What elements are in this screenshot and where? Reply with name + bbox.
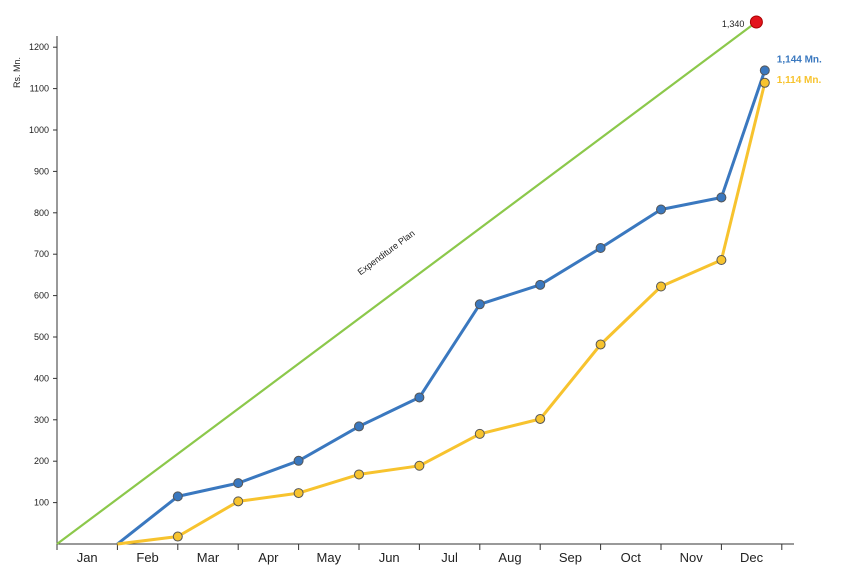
y-tick-label: 1000 bbox=[29, 125, 49, 135]
data-point bbox=[535, 279, 546, 290]
axes: 100 200 300 400 500 600 700 800 900 1000 1100 1200 J… bbox=[29, 36, 794, 565]
x-tick-label-jun: Jun bbox=[379, 550, 400, 565]
x-tick-label-jul: Jul bbox=[441, 550, 458, 565]
data-point bbox=[414, 392, 425, 403]
x-tick-label-sep: Sep bbox=[559, 550, 582, 565]
data-point bbox=[656, 281, 666, 292]
series-line bbox=[116, 69, 767, 546]
x-tick-label-aug: Aug bbox=[498, 550, 521, 565]
series-1: 1,144 Mn. bbox=[116, 54, 822, 546]
plan-layer: Expenditure Plan 1,340 bbox=[56, 15, 763, 545]
series-layer: 1,144 Mn. 1,114 Mn. bbox=[116, 54, 822, 546]
data-point bbox=[172, 491, 183, 502]
y-tick-label: 800 bbox=[34, 208, 49, 218]
y-tick-label: 1200 bbox=[29, 42, 49, 52]
data-point bbox=[474, 428, 485, 439]
series-line bbox=[117, 82, 767, 546]
plan-end-marker bbox=[749, 15, 763, 29]
y-tick-label: 300 bbox=[34, 415, 49, 425]
data-point bbox=[595, 339, 606, 350]
y-tick-label: 200 bbox=[34, 456, 49, 466]
y-tick-label: 100 bbox=[34, 498, 49, 508]
x-tick-label-apr: Apr bbox=[258, 550, 279, 565]
plan-label: Expenditure Plan bbox=[356, 228, 417, 277]
data-point bbox=[595, 242, 606, 253]
data-point bbox=[759, 77, 770, 88]
y-tick-label: 500 bbox=[34, 332, 49, 342]
series-end-label: 1,144 Mn. bbox=[777, 54, 822, 65]
x-tick-label-mar: Mar bbox=[197, 550, 220, 565]
data-point bbox=[716, 254, 727, 265]
x-tick-label-oct: Oct bbox=[621, 550, 642, 565]
x-tick-label-nov: Nov bbox=[680, 550, 704, 565]
x-tick-label-may: May bbox=[317, 550, 342, 565]
data-point bbox=[535, 413, 546, 424]
data-point bbox=[474, 299, 485, 310]
y-tick-label: 900 bbox=[34, 166, 49, 176]
data-point bbox=[716, 192, 727, 203]
series-end-label: 1,114 Mn. bbox=[777, 75, 822, 86]
x-tick-label-feb: Feb bbox=[136, 550, 158, 565]
data-point bbox=[354, 421, 364, 432]
y-tick-label: 400 bbox=[34, 373, 49, 383]
data-point bbox=[354, 469, 364, 480]
y-tick-label: 1100 bbox=[30, 84, 49, 94]
data-point bbox=[293, 488, 304, 499]
y-tick-label: 700 bbox=[34, 249, 49, 259]
data-point bbox=[172, 531, 183, 542]
data-point bbox=[293, 455, 304, 466]
plan-end-label: 1,340 bbox=[722, 19, 745, 29]
data-point bbox=[414, 460, 425, 471]
x-tick-label-dec: Dec bbox=[740, 550, 764, 565]
data-point bbox=[233, 496, 244, 507]
series-2: 1,114 Mn. bbox=[117, 75, 822, 546]
y-tick-label: 600 bbox=[34, 291, 49, 301]
plan-line bbox=[56, 21, 758, 545]
data-point bbox=[233, 478, 244, 489]
y-axis-label: Rs. Mn. bbox=[12, 57, 22, 88]
data-point bbox=[759, 65, 770, 76]
x-tick-label-jan: Jan bbox=[77, 550, 98, 565]
data-point bbox=[656, 204, 666, 215]
